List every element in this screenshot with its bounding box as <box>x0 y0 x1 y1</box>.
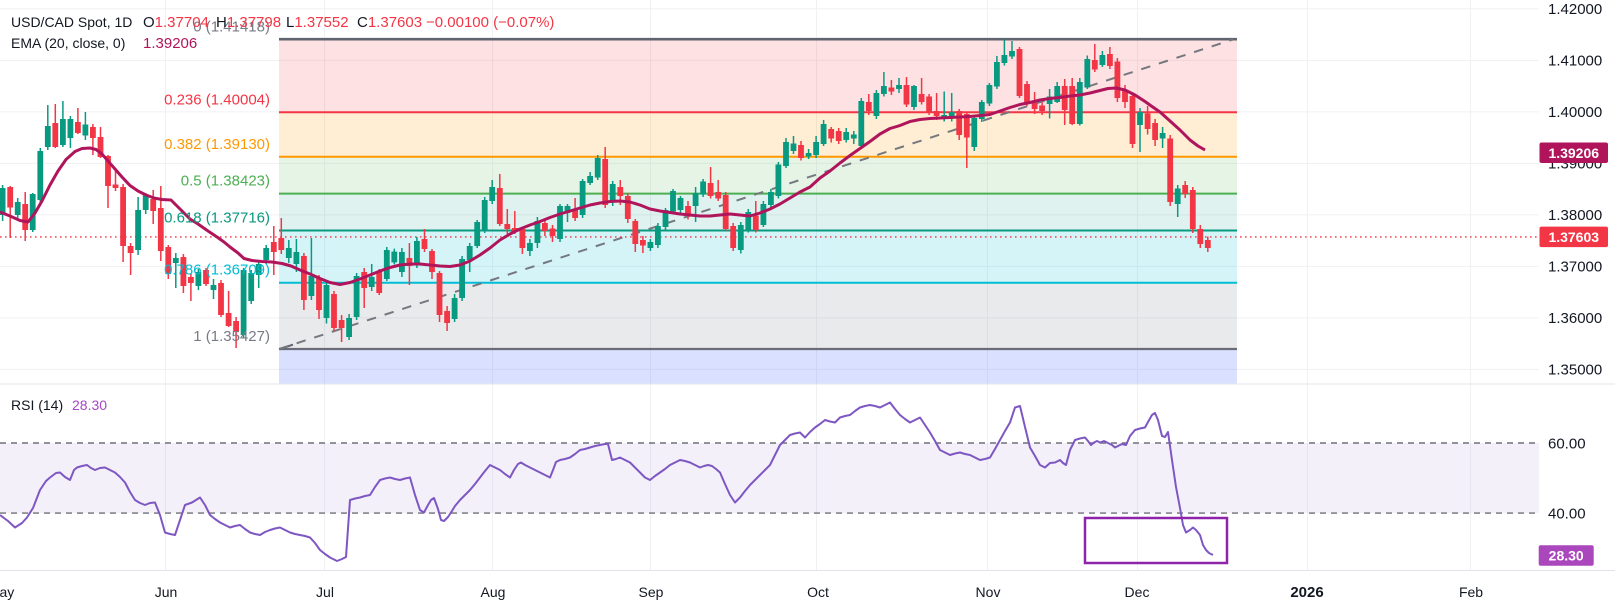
svg-text:1.39206: 1.39206 <box>143 35 197 52</box>
svg-text:Aug: Aug <box>481 584 506 600</box>
svg-text:28.30: 28.30 <box>1549 548 1584 564</box>
svg-text:EMA (20, close, 0): EMA (20, close, 0) <box>11 35 125 51</box>
svg-text:60.00: 60.00 <box>1548 435 1586 452</box>
svg-text:2026: 2026 <box>1290 584 1323 601</box>
svg-text:1.42000: 1.42000 <box>1548 1 1602 18</box>
svg-text:28.30: 28.30 <box>72 397 107 413</box>
svg-text:1.39206: 1.39206 <box>1548 145 1599 161</box>
svg-text:0.786 (1.36709): 0.786 (1.36709) <box>164 262 270 279</box>
svg-text:Dec: Dec <box>1125 584 1150 600</box>
svg-text:1 (1.35427): 1 (1.35427) <box>193 328 270 345</box>
svg-text:Nov: Nov <box>976 584 1001 600</box>
svg-text:1.41000: 1.41000 <box>1548 53 1602 70</box>
svg-text:L1.37552: L1.37552 <box>286 14 349 31</box>
svg-text:Jul: Jul <box>316 584 334 600</box>
svg-text:1.37603: 1.37603 <box>1548 229 1599 245</box>
svg-text:0.382 (1.39130): 0.382 (1.39130) <box>164 136 270 153</box>
svg-text:Feb: Feb <box>1459 584 1483 600</box>
svg-text:40.00: 40.00 <box>1548 505 1586 522</box>
svg-text:H1.37798: H1.37798 <box>216 14 281 31</box>
svg-text:Sep: Sep <box>639 584 664 600</box>
svg-text:O1.37704: O1.37704 <box>143 14 209 31</box>
svg-text:Oct: Oct <box>807 584 829 600</box>
svg-text:May: May <box>0 584 14 600</box>
svg-text:1.37000: 1.37000 <box>1548 259 1602 276</box>
svg-text:USD/CAD Spot, 1D: USD/CAD Spot, 1D <box>11 14 132 30</box>
svg-text:RSI (14): RSI (14) <box>11 397 63 413</box>
svg-text:1.35000: 1.35000 <box>1548 362 1602 379</box>
svg-text:−0.00100 (−0.07%): −0.00100 (−0.07%) <box>426 14 554 31</box>
svg-text:0 (1.41418): 0 (1.41418) <box>193 19 270 36</box>
svg-text:C1.37603: C1.37603 <box>357 14 422 31</box>
svg-text:0.618 (1.37716): 0.618 (1.37716) <box>164 210 270 227</box>
svg-text:1.38000: 1.38000 <box>1548 207 1602 224</box>
svg-text:1.40000: 1.40000 <box>1548 104 1602 121</box>
svg-text:Jun: Jun <box>155 584 178 600</box>
svg-text:0.236 (1.40004): 0.236 (1.40004) <box>164 92 270 109</box>
svg-text:1.36000: 1.36000 <box>1548 310 1602 327</box>
svg-text:0.5 (1.38423): 0.5 (1.38423) <box>181 173 270 190</box>
